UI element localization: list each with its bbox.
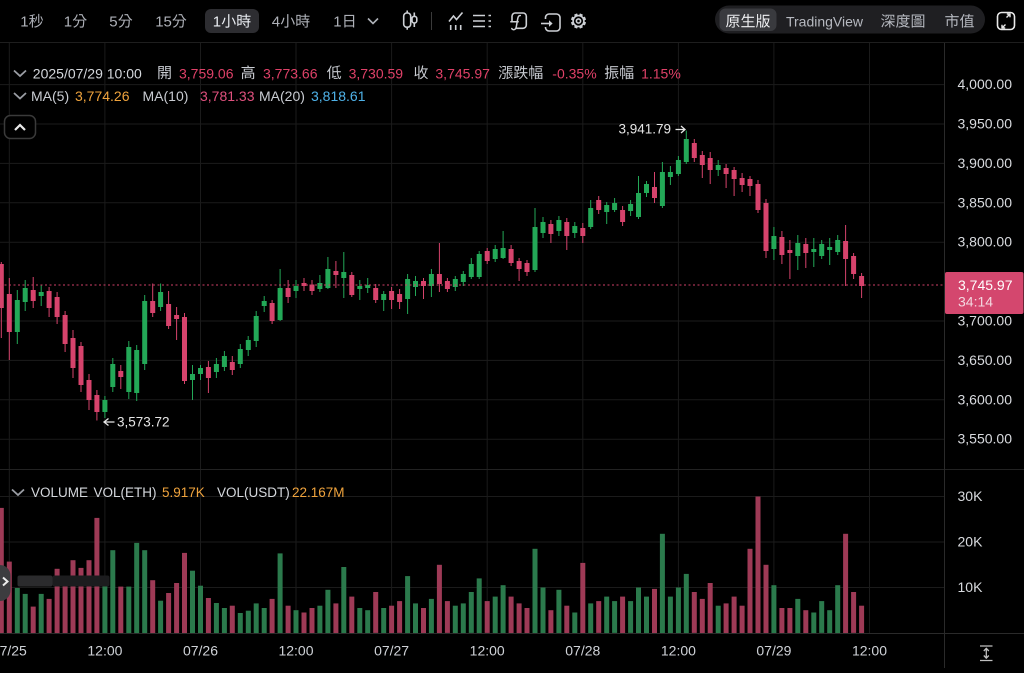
svg-text:07/26: 07/26 xyxy=(183,643,218,659)
svg-text:12:00: 12:00 xyxy=(661,643,696,659)
svg-text:2025/07/29 10:00: 2025/07/29 10:00 xyxy=(33,66,142,82)
svg-text:30K: 30K xyxy=(958,488,984,504)
svg-text:3,745.97: 3,745.97 xyxy=(958,277,1013,293)
svg-text:VOL(USDT): VOL(USDT) xyxy=(217,485,290,500)
svg-text:12:00: 12:00 xyxy=(278,643,313,659)
svg-text:MA(20): MA(20) xyxy=(259,88,305,104)
svg-text:3,850.00: 3,850.00 xyxy=(958,194,1013,210)
svg-text:4: 4 xyxy=(272,14,280,31)
svg-text:3,573.72: 3,573.72 xyxy=(117,415,170,430)
svg-text:3,900.00: 3,900.00 xyxy=(958,155,1013,171)
svg-text:1: 1 xyxy=(64,14,72,31)
svg-text:15: 15 xyxy=(155,14,172,31)
svg-text:3,759.06: 3,759.06 xyxy=(179,66,234,82)
svg-text:1: 1 xyxy=(213,14,221,31)
svg-text:3,774.26: 3,774.26 xyxy=(75,88,130,104)
svg-text:MA(5): MA(5) xyxy=(31,88,69,104)
svg-text:3,773.66: 3,773.66 xyxy=(263,66,318,82)
svg-text:3,600.00: 3,600.00 xyxy=(958,391,1013,407)
svg-text:34:14: 34:14 xyxy=(958,294,993,310)
svg-text:VOLUME: VOLUME xyxy=(31,485,88,500)
svg-text:1: 1 xyxy=(333,14,341,31)
svg-text:3,818.61: 3,818.61 xyxy=(311,88,366,104)
svg-text:5.917K: 5.917K xyxy=(162,485,205,500)
svg-text:07/29: 07/29 xyxy=(756,643,791,659)
svg-text:3,730.59: 3,730.59 xyxy=(349,66,404,82)
svg-text:4,000.00: 4,000.00 xyxy=(958,76,1013,92)
svg-text:3,950.00: 3,950.00 xyxy=(958,116,1013,132)
svg-text:07/25: 07/25 xyxy=(0,643,27,659)
svg-text:3,745.97: 3,745.97 xyxy=(435,66,490,82)
svg-text:3,800.00: 3,800.00 xyxy=(958,234,1013,250)
svg-text:07/27: 07/27 xyxy=(374,643,409,659)
svg-text:5: 5 xyxy=(109,14,117,31)
svg-text:TradingView: TradingView xyxy=(786,14,864,30)
svg-text:12:00: 12:00 xyxy=(470,643,505,659)
svg-text:22.167M: 22.167M xyxy=(292,485,345,500)
svg-text:20K: 20K xyxy=(958,534,984,550)
svg-text:3,650.00: 3,650.00 xyxy=(958,352,1013,368)
svg-text:07/28: 07/28 xyxy=(565,643,600,659)
svg-text:1.15%: 1.15% xyxy=(641,66,681,82)
svg-text:VOL(ETH): VOL(ETH) xyxy=(94,485,157,500)
svg-text:3,781.33: 3,781.33 xyxy=(200,88,255,104)
svg-text:-0.35%: -0.35% xyxy=(552,66,596,82)
svg-text:10K: 10K xyxy=(958,579,984,595)
svg-text:1: 1 xyxy=(20,14,28,31)
svg-text:MA(10): MA(10) xyxy=(143,88,189,104)
svg-text:12:00: 12:00 xyxy=(87,643,122,659)
svg-text:3,700.00: 3,700.00 xyxy=(958,313,1013,329)
svg-text:3,941.79: 3,941.79 xyxy=(618,122,671,137)
svg-text:12:00: 12:00 xyxy=(852,643,887,659)
svg-text:3,550.00: 3,550.00 xyxy=(958,431,1013,447)
